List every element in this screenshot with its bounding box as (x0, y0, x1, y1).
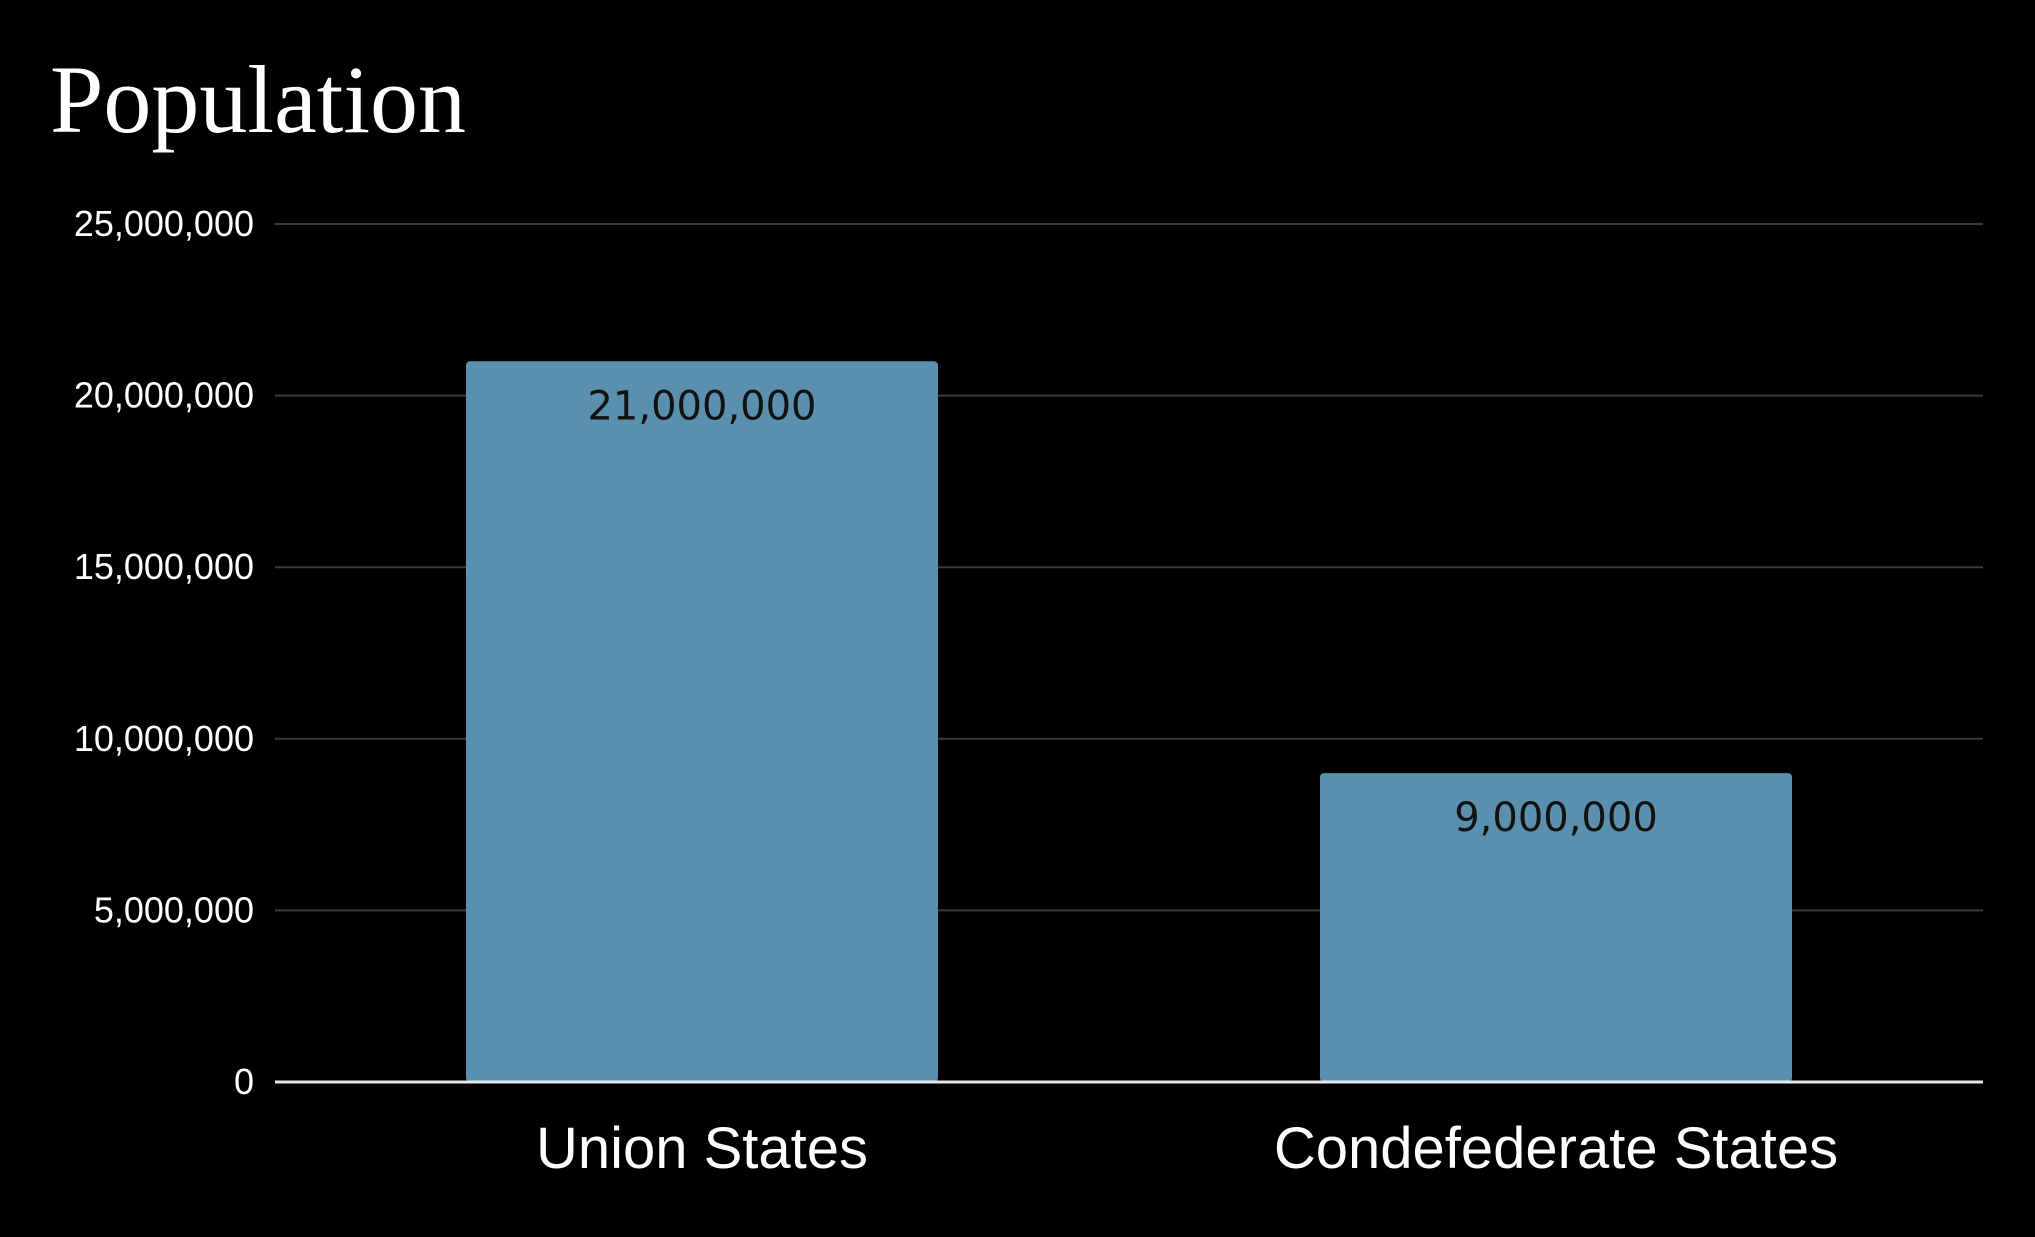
y-tick-label: 25,000,000 (74, 203, 254, 244)
bars (466, 361, 1792, 1082)
y-tick-label: 5,000,000 (94, 889, 254, 930)
bar (466, 361, 938, 1082)
bar-value-labels: 21,000,000 9,000,000 (587, 383, 1657, 841)
bar-value-label: 9,000,000 (1454, 795, 1658, 841)
chart-title: Population (50, 46, 466, 153)
bar-value-label: 21,000,000 (587, 383, 816, 429)
x-category-label: Union States (536, 1116, 868, 1181)
x-axis-category-labels: Union States Condefederate States (536, 1116, 1838, 1181)
y-tick-label: 0 (234, 1061, 254, 1102)
y-tick-label: 10,000,000 (74, 718, 254, 759)
y-axis-tick-labels: 0 5,000,000 10,000,000 15,000,000 20,000,000… (74, 203, 254, 1102)
y-tick-label: 15,000,000 (74, 546, 254, 587)
x-category-label: Condefederate States (1274, 1116, 1838, 1181)
bar (1320, 773, 1792, 1082)
y-tick-label: 20,000,000 (74, 375, 254, 416)
